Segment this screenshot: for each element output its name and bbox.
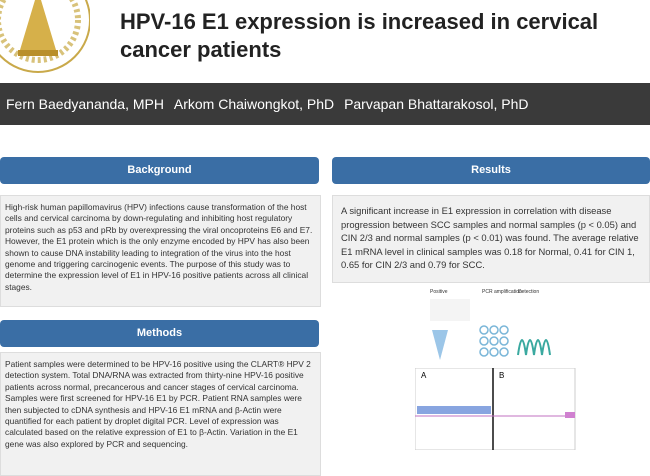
- figure-label: PCR amplification: [482, 289, 522, 295]
- panel-label: B: [499, 371, 504, 380]
- figure-label: Detection: [518, 289, 539, 295]
- author: Fern Baedyananda, MPH: [6, 96, 164, 112]
- panel-label: A: [421, 371, 427, 380]
- section-heading: Background: [0, 157, 319, 184]
- author: Arkom Chaiwongkot, PhD: [173, 96, 335, 112]
- section-heading: Methods: [0, 320, 319, 347]
- logo: [0, 0, 90, 73]
- ddpcr-plot: A B: [415, 368, 576, 450]
- section-text: High-risk human papillomavirus (HPV) inf…: [0, 195, 321, 307]
- title: HPV-16 E1 expression is increased in cer…: [120, 9, 599, 62]
- section-heading: Results: [332, 157, 650, 184]
- figure-label: Positive: [430, 289, 448, 295]
- author: Parvapan Bhattarakosol, PhD: [344, 96, 529, 112]
- author-bar: Fern Baedyananda, MPH Arkom Chaiwongkot,…: [0, 83, 650, 125]
- section-text: Patient samples were determined to be HP…: [0, 352, 321, 476]
- method-figure: Positive PCR amplification Detection: [430, 289, 551, 360]
- section-text: A significant increase in E1 expression …: [332, 195, 650, 283]
